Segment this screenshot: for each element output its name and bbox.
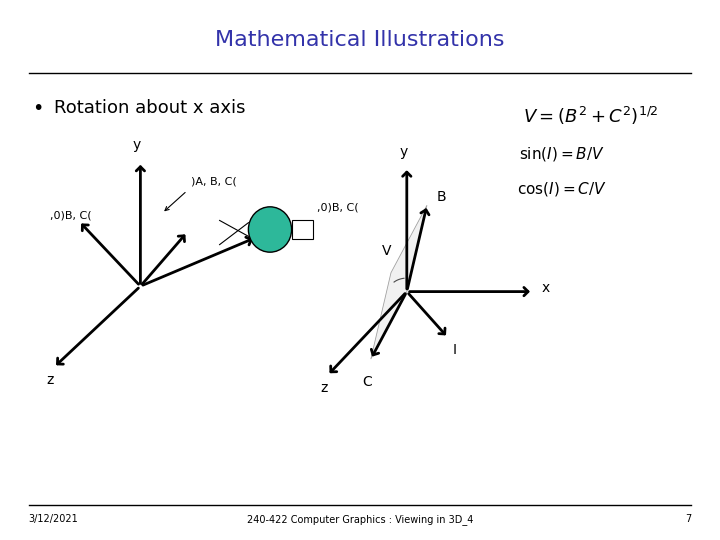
Text: $V = (B^2+C^2)^{1/2}$: $V = (B^2+C^2)^{1/2}$	[523, 105, 658, 127]
Text: B: B	[436, 190, 446, 204]
Ellipse shape	[248, 207, 292, 252]
Text: y: y	[399, 145, 408, 159]
Polygon shape	[292, 220, 313, 239]
Text: Rotation about x axis: Rotation about x axis	[54, 99, 246, 117]
Text: 7: 7	[685, 515, 691, 524]
Text: C: C	[362, 375, 372, 389]
Text: Mathematical Illustrations: Mathematical Illustrations	[215, 30, 505, 51]
Text: x: x	[264, 227, 273, 241]
Text: x: x	[541, 281, 550, 295]
Text: •: •	[32, 98, 44, 118]
Text: z: z	[320, 381, 328, 395]
Text: $\cos(I) = C/V$: $\cos(I) = C/V$	[517, 180, 606, 198]
Text: 3/12/2021: 3/12/2021	[29, 515, 78, 524]
Text: V: V	[382, 244, 391, 258]
Text: y: y	[132, 138, 141, 152]
Text: ,0)B, C(: ,0)B, C(	[50, 211, 92, 221]
Text: z: z	[47, 374, 54, 388]
Text: $\sin(I) = B/V$: $\sin(I) = B/V$	[518, 145, 605, 163]
Text: I: I	[452, 343, 456, 357]
Text: 240-422 Computer Graphics : Viewing in 3D_4: 240-422 Computer Graphics : Viewing in 3…	[247, 514, 473, 525]
Polygon shape	[371, 205, 427, 359]
Text: )A, B, C(: )A, B, C(	[191, 176, 237, 186]
Text: ,0)B, C(: ,0)B, C(	[317, 203, 359, 213]
